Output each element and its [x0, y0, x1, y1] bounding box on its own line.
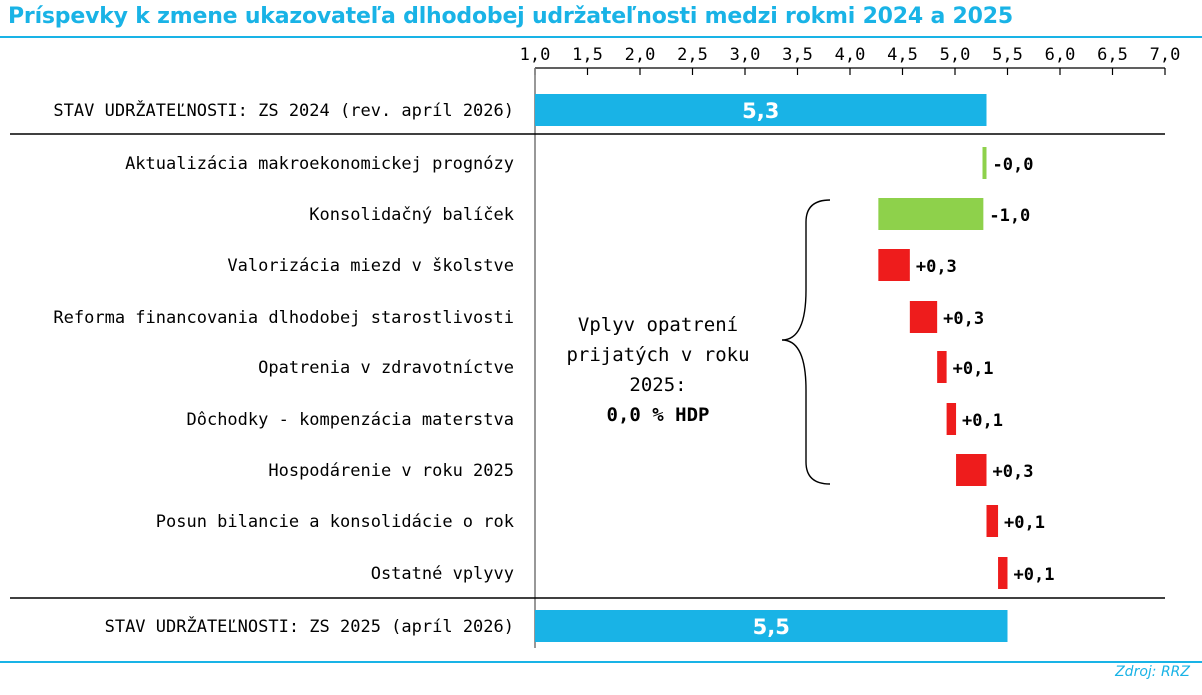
category-label: STAV UDRŽATEĽNOSTI: ZS 2025 (apríl 2026): [105, 615, 514, 637]
bar-value-label: -0,0: [993, 155, 1034, 175]
x-axis: 1,0 1,5 2,0 2,5 3,0 3,5 4,0 4,5 5,0 5,5 6,0 6,5 7,0: [10, 45, 1180, 648]
category-label: Konsolidačný balíček: [309, 205, 514, 225]
bar-value-label: +0,1: [962, 411, 1003, 431]
bar-increase: [986, 505, 999, 537]
bar-increase: [998, 557, 1008, 589]
category-label: Hospodárenie v roku 2025: [268, 461, 514, 481]
bars: [535, 94, 1008, 642]
bar-increase: [946, 403, 957, 435]
bar-value-label: 5,5: [753, 615, 790, 639]
x-tick-label: 7,0: [1150, 45, 1181, 65]
bar-value-label: +0,1: [1014, 565, 1055, 585]
x-tick-label: 4,0: [835, 45, 866, 65]
measures-annotation: Vplyv opatrení prijatých v roku 2025: 0,…: [566, 199, 831, 485]
annotation-line-3: 2025:: [629, 374, 686, 396]
x-tick-label: 3,5: [782, 45, 813, 65]
bar-increase: [956, 454, 987, 486]
title-divider: [0, 36, 1202, 38]
category-label: STAV UDRŽATEĽNOSTI: ZS 2024 (rev. apríl …: [53, 99, 514, 121]
bar-value-label: +0,3: [916, 257, 957, 277]
bar-value-label: +0,1: [953, 359, 994, 379]
x-tick-label: 5,5: [992, 45, 1023, 65]
footer-divider: [0, 661, 1202, 663]
x-tick-label: 2,5: [677, 45, 708, 65]
waterfall-chart: 1,0 1,5 2,0 2,5 3,0 3,5 4,0 4,5 5,0 5,5 6,0 6,5 7,0 …: [10, 45, 1180, 648]
x-tick-label: 4,5: [887, 45, 918, 65]
bar-increase: [909, 301, 938, 333]
category-label: Aktualizácia makroekonomickej prognózy: [125, 154, 514, 174]
chart-title: Príspevky k zmene ukazovateľa dlhodobej …: [8, 4, 1013, 29]
annotation-line-2: prijatých v roku: [566, 344, 749, 366]
bar-increase: [937, 351, 947, 383]
x-tick-label: 1,0: [520, 45, 551, 65]
bar-value-label: +0,3: [943, 309, 984, 329]
category-label: Posun bilancie a konsolidácie o rok: [156, 512, 514, 532]
x-tick-label: 1,5: [572, 45, 603, 65]
bar-decrease: [982, 147, 987, 179]
category-label: Reforma financovania dlhodobej starostli…: [53, 308, 514, 328]
category-label: Opatrenia v zdravotníctve: [258, 358, 514, 378]
x-tick-label: 5,0: [940, 45, 971, 65]
bar-value-label: +0,3: [993, 462, 1034, 482]
x-tick-label: 6,0: [1045, 45, 1076, 65]
bar-increase: [878, 249, 910, 281]
x-tick-label: 6,5: [1097, 45, 1128, 65]
annotation-line-1: Vplyv opatrení: [578, 314, 738, 336]
x-tick-label: 3,0: [730, 45, 761, 65]
bar-decrease: [878, 198, 984, 230]
category-label: Ostatné vplyvy: [371, 564, 514, 584]
bar-value-label: 5,3: [742, 99, 779, 123]
category-label: Valorizácia miezd v školstve: [227, 256, 514, 276]
x-tick-label: 2,0: [625, 45, 656, 65]
brace-icon: [781, 199, 831, 485]
value-labels: 5,3 -0,0 -1,0 +0,3 +0,3 +0,1 +0,1 +0,3 +0,1 +0,1 5…: [742, 99, 1054, 639]
category-label: Dôchodky - kompenzácia materstva: [186, 410, 514, 430]
annotation-value: 0,0 % HDP: [607, 404, 710, 426]
bar-value-label: +0,1: [1004, 513, 1045, 533]
bar-total: [535, 610, 1008, 642]
source-note: Zdroj: RRZ: [1115, 664, 1190, 680]
bar-value-label: -1,0: [989, 206, 1030, 226]
category-labels: STAV UDRŽATEĽNOSTI: ZS 2024 (rev. apríl …: [53, 99, 514, 637]
bar-total: [535, 94, 987, 126]
